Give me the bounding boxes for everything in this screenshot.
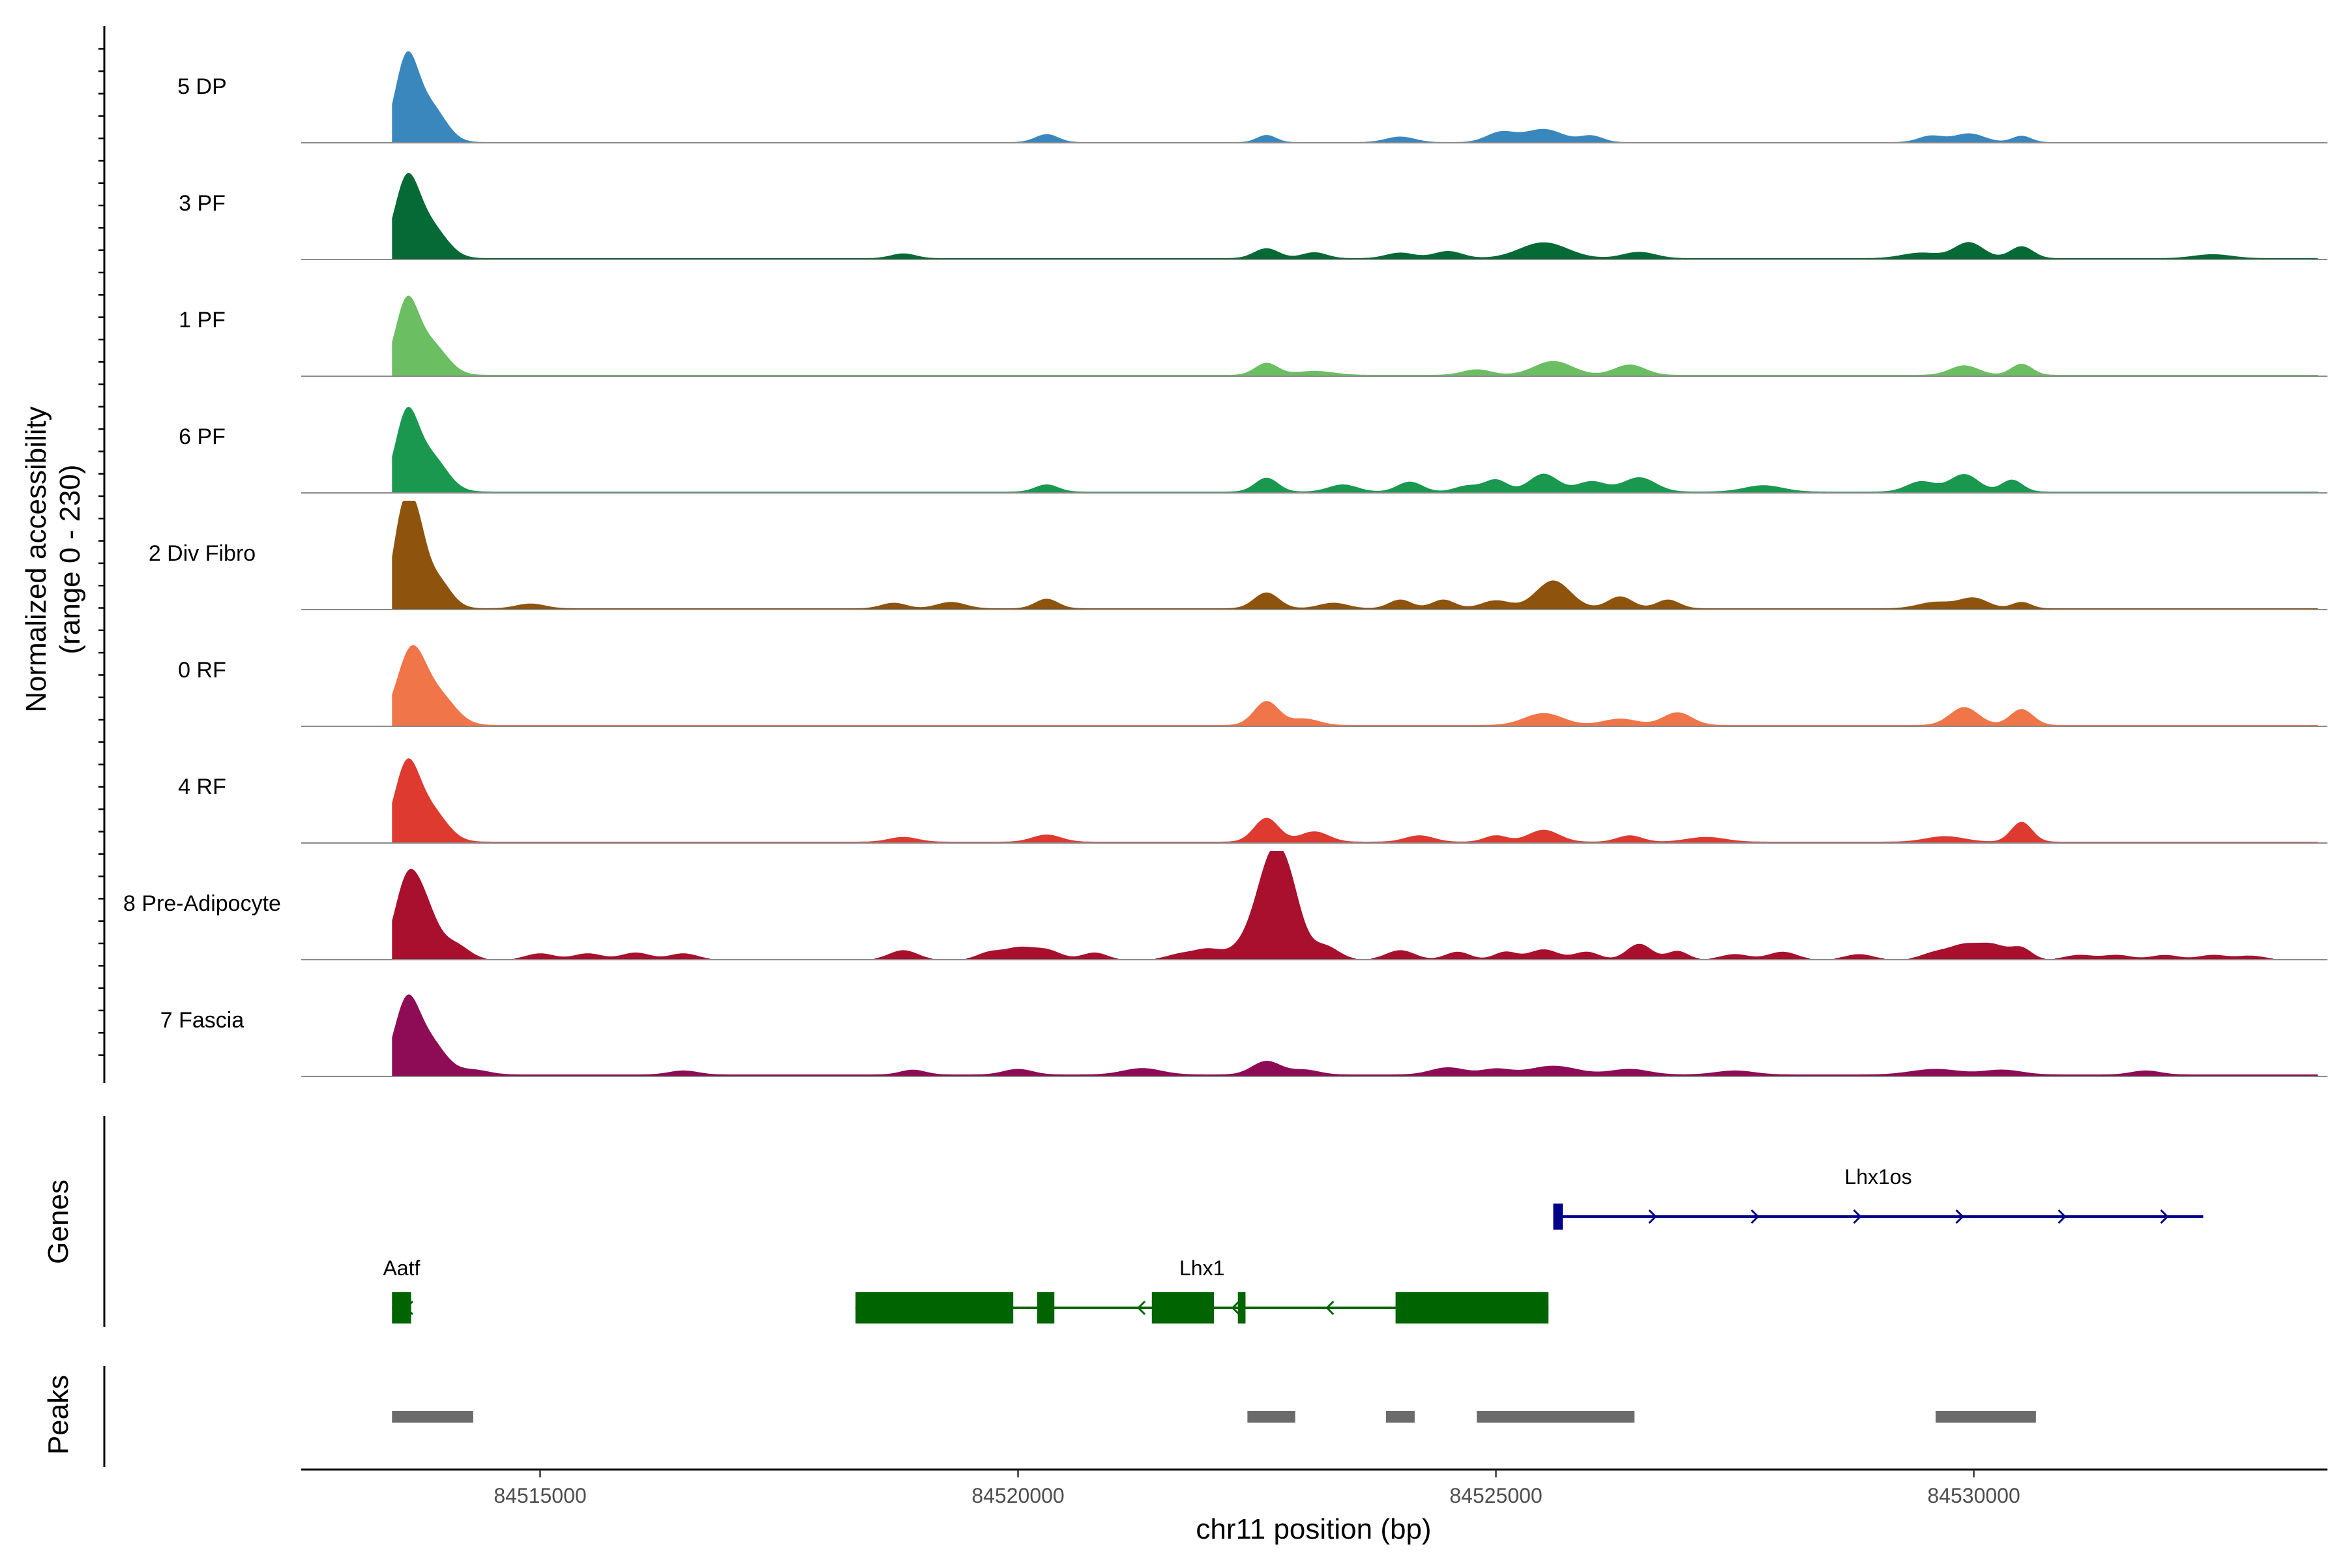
- gene-track: Aatf Lhx1 Lhx1os: [103, 1116, 2204, 1327]
- coverage-tracks: 5 DP 3 PF 1 PF 6 PF 2 Div Fibro 0 RF 4 RF 8 Pre…: [98, 26, 2327, 1083]
- x-tick-label: 84525000: [1449, 1484, 1542, 1507]
- coverage-track: 3 PF: [179, 173, 2327, 260]
- track-label: 4 RF: [178, 775, 226, 799]
- strand-arrow: [2058, 1209, 2067, 1224]
- track-label: 1 PF: [179, 308, 226, 333]
- coverage-track: 8 Pre-Adipocyte: [123, 851, 2327, 960]
- gene-exon: [855, 1292, 1014, 1324]
- track-label: 3 PF: [179, 191, 226, 216]
- peak-track: [103, 1366, 2036, 1467]
- peak-region: [1247, 1411, 1295, 1423]
- gene-exon: [1151, 1292, 1215, 1324]
- strand-arrow: [1648, 1209, 1657, 1224]
- peak-region: [1385, 1411, 1415, 1423]
- gene-label: Lhx1os: [1844, 1165, 1912, 1189]
- coverage-track: 0 RF: [178, 645, 2327, 727]
- x-axis-title: chr11 position (bp): [1196, 1513, 1431, 1545]
- x-tick-label: 84515000: [494, 1484, 586, 1507]
- gene-model: Lhx1os: [1553, 1165, 2204, 1230]
- gene-model: Lhx1: [855, 1256, 1549, 1324]
- coverage-track: 7 Fascia: [160, 994, 2327, 1077]
- x-axis: 84515000 84520000 84525000 84530000: [301, 1468, 2327, 1507]
- coverage-track: 6 PF: [179, 407, 2327, 494]
- coverage-track: 1 PF: [179, 295, 2327, 377]
- gene-exon: [1553, 1204, 1563, 1230]
- coverage-track: 5 DP: [177, 51, 2327, 143]
- track-label: 8 Pre-Adipocyte: [123, 891, 281, 916]
- gene-exon: [1237, 1292, 1246, 1324]
- strand-arrow: [1137, 1300, 1146, 1316]
- coverage-track: 4 RF: [178, 758, 2327, 844]
- gene-exon: [392, 1292, 411, 1324]
- genes-panel-label: Genes: [42, 1179, 74, 1264]
- track-label: 7 Fascia: [160, 1008, 244, 1033]
- peak-region: [1477, 1411, 1635, 1423]
- gene-label: Lhx1: [1179, 1256, 1224, 1280]
- x-tick-label: 84530000: [1927, 1484, 2020, 1507]
- strand-arrow: [1750, 1209, 1760, 1224]
- strand-arrow: [1231, 1300, 1240, 1316]
- x-tick-label: 84520000: [971, 1484, 1064, 1507]
- strand-arrow: [1853, 1209, 1862, 1224]
- gene-exon: [1395, 1292, 1549, 1324]
- peak-region: [392, 1411, 473, 1423]
- y-axis-title: Normalized accessibility: [20, 406, 52, 712]
- strand-arrow: [1955, 1209, 1964, 1224]
- track-label: 5 DP: [177, 74, 227, 99]
- track-label: 2 Div Fibro: [149, 541, 256, 566]
- peaks-panel-label: Peaks: [42, 1375, 74, 1455]
- strand-arrow: [2160, 1209, 2169, 1224]
- track-label: 0 RF: [178, 658, 226, 683]
- gene-label: Aatf: [383, 1256, 420, 1280]
- gene-exon: [1037, 1292, 1055, 1324]
- gene-model: Aatf: [383, 1256, 420, 1324]
- track-label: 6 PF: [179, 424, 226, 449]
- strand-arrow: [1325, 1300, 1335, 1316]
- peak-region: [1935, 1411, 2036, 1423]
- y-axis-range: (range 0 - 230): [54, 464, 86, 654]
- coverage-track: 2 Div Fibro: [149, 501, 2327, 610]
